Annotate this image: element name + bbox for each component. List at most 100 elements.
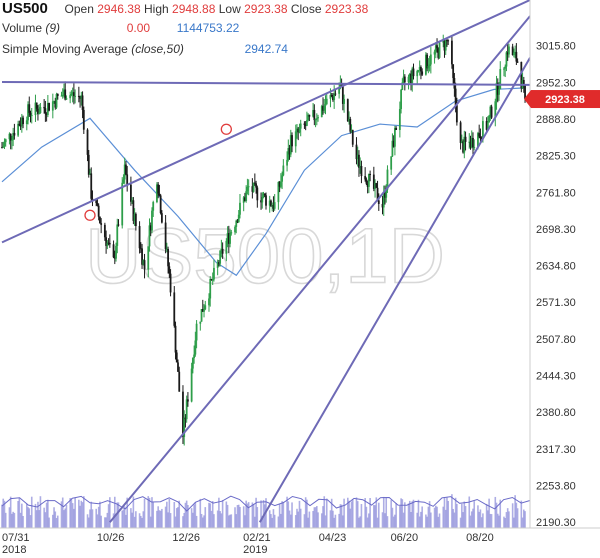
volume-bar xyxy=(60,501,63,528)
volume-bar xyxy=(355,497,358,528)
volume-bar xyxy=(428,501,431,528)
candle-body xyxy=(369,173,372,175)
volume-bar xyxy=(149,516,152,528)
trend-marker-2 xyxy=(220,123,232,135)
candle-body xyxy=(514,51,517,53)
volume-bar xyxy=(132,496,135,528)
volume-bar xyxy=(271,517,273,528)
candle-body xyxy=(139,248,142,250)
volume-bar xyxy=(86,514,89,528)
candle-body xyxy=(508,46,510,55)
volume-bar xyxy=(226,504,229,528)
volume-bar xyxy=(459,517,462,528)
volume-bar xyxy=(99,501,101,528)
candle-body xyxy=(386,169,389,190)
candle-body xyxy=(125,164,127,175)
volume-bar xyxy=(392,516,395,528)
volume-bar xyxy=(29,515,32,528)
volume-bar xyxy=(158,510,161,528)
volume-bar xyxy=(161,508,163,528)
volume-bar xyxy=(157,506,159,528)
volume-bar xyxy=(22,516,24,528)
high-value: 2948.88 xyxy=(172,2,216,16)
volume-bar xyxy=(347,497,349,528)
volume-bar xyxy=(19,512,22,528)
volume-bar xyxy=(133,516,136,528)
volume-bar xyxy=(270,514,272,528)
volume-bar xyxy=(453,512,456,528)
candle-body xyxy=(297,128,300,133)
volume-bar xyxy=(64,508,67,528)
open-label: Open xyxy=(64,2,94,16)
candle-body xyxy=(12,132,15,140)
volume-bar xyxy=(494,496,497,528)
candle-body xyxy=(306,120,308,126)
volume-bar xyxy=(159,510,162,528)
candle-body xyxy=(429,54,432,65)
candle-body xyxy=(299,123,302,129)
candle-body xyxy=(408,73,411,77)
candle-body xyxy=(385,189,388,198)
candle-body xyxy=(338,88,341,94)
candle-body xyxy=(122,179,125,183)
volume-bar xyxy=(147,496,150,528)
volume-bar xyxy=(298,500,301,528)
candle-body xyxy=(115,245,117,259)
volume-bar xyxy=(400,498,402,528)
volume-bar xyxy=(97,506,100,528)
candle-body xyxy=(221,248,224,254)
volume-bar xyxy=(277,516,280,528)
candle-body xyxy=(332,96,334,101)
candle-body xyxy=(126,174,129,185)
candle-body xyxy=(480,138,483,140)
volume-bar xyxy=(131,512,133,528)
sma-line xyxy=(1,87,526,277)
volume-bar xyxy=(489,513,492,528)
volume-bar xyxy=(209,503,212,528)
volume-bar xyxy=(148,497,151,528)
trend-marker-1 xyxy=(84,209,96,221)
volume-bar xyxy=(213,514,215,528)
volume-bar xyxy=(503,516,505,528)
candle-body xyxy=(72,92,75,97)
volume-bar xyxy=(48,517,50,528)
candle-body xyxy=(329,94,332,99)
candle-body xyxy=(210,278,213,280)
volume-bar xyxy=(324,515,327,528)
candle-body xyxy=(444,40,447,51)
x-tick-year-label: 2019 xyxy=(243,544,267,556)
volume-bar xyxy=(306,499,308,528)
x-tick-label: 02/21 xyxy=(243,532,271,544)
volume-bar xyxy=(411,501,414,528)
volume-bar xyxy=(3,500,6,528)
candle-body xyxy=(427,66,430,69)
candle-body xyxy=(400,89,402,109)
candle-body xyxy=(478,133,481,137)
candle-body xyxy=(468,141,471,143)
candle-body xyxy=(446,40,448,42)
candle-body xyxy=(420,67,422,72)
volume-bar xyxy=(350,501,353,528)
candle-body xyxy=(325,98,328,105)
volume-bar xyxy=(109,497,111,528)
candle-body xyxy=(1,147,3,149)
candle-body xyxy=(227,233,230,244)
candle-body xyxy=(289,135,292,155)
volume-bar xyxy=(454,497,457,528)
candle-body xyxy=(377,200,380,204)
volume-bar xyxy=(356,501,359,528)
volume-bar xyxy=(174,516,177,528)
volume-bar xyxy=(142,511,145,528)
candle-body xyxy=(37,108,39,115)
candle-body xyxy=(106,242,109,246)
volume-bar xyxy=(381,512,384,528)
volume-bar xyxy=(487,510,489,528)
candle-body xyxy=(313,109,316,121)
candle-body xyxy=(193,354,196,359)
candle-body xyxy=(296,128,298,132)
candle-body xyxy=(43,107,46,109)
volume-bar xyxy=(349,508,352,528)
volume-bar xyxy=(175,508,178,528)
candle-body xyxy=(100,223,103,225)
volume-bar xyxy=(469,515,472,528)
